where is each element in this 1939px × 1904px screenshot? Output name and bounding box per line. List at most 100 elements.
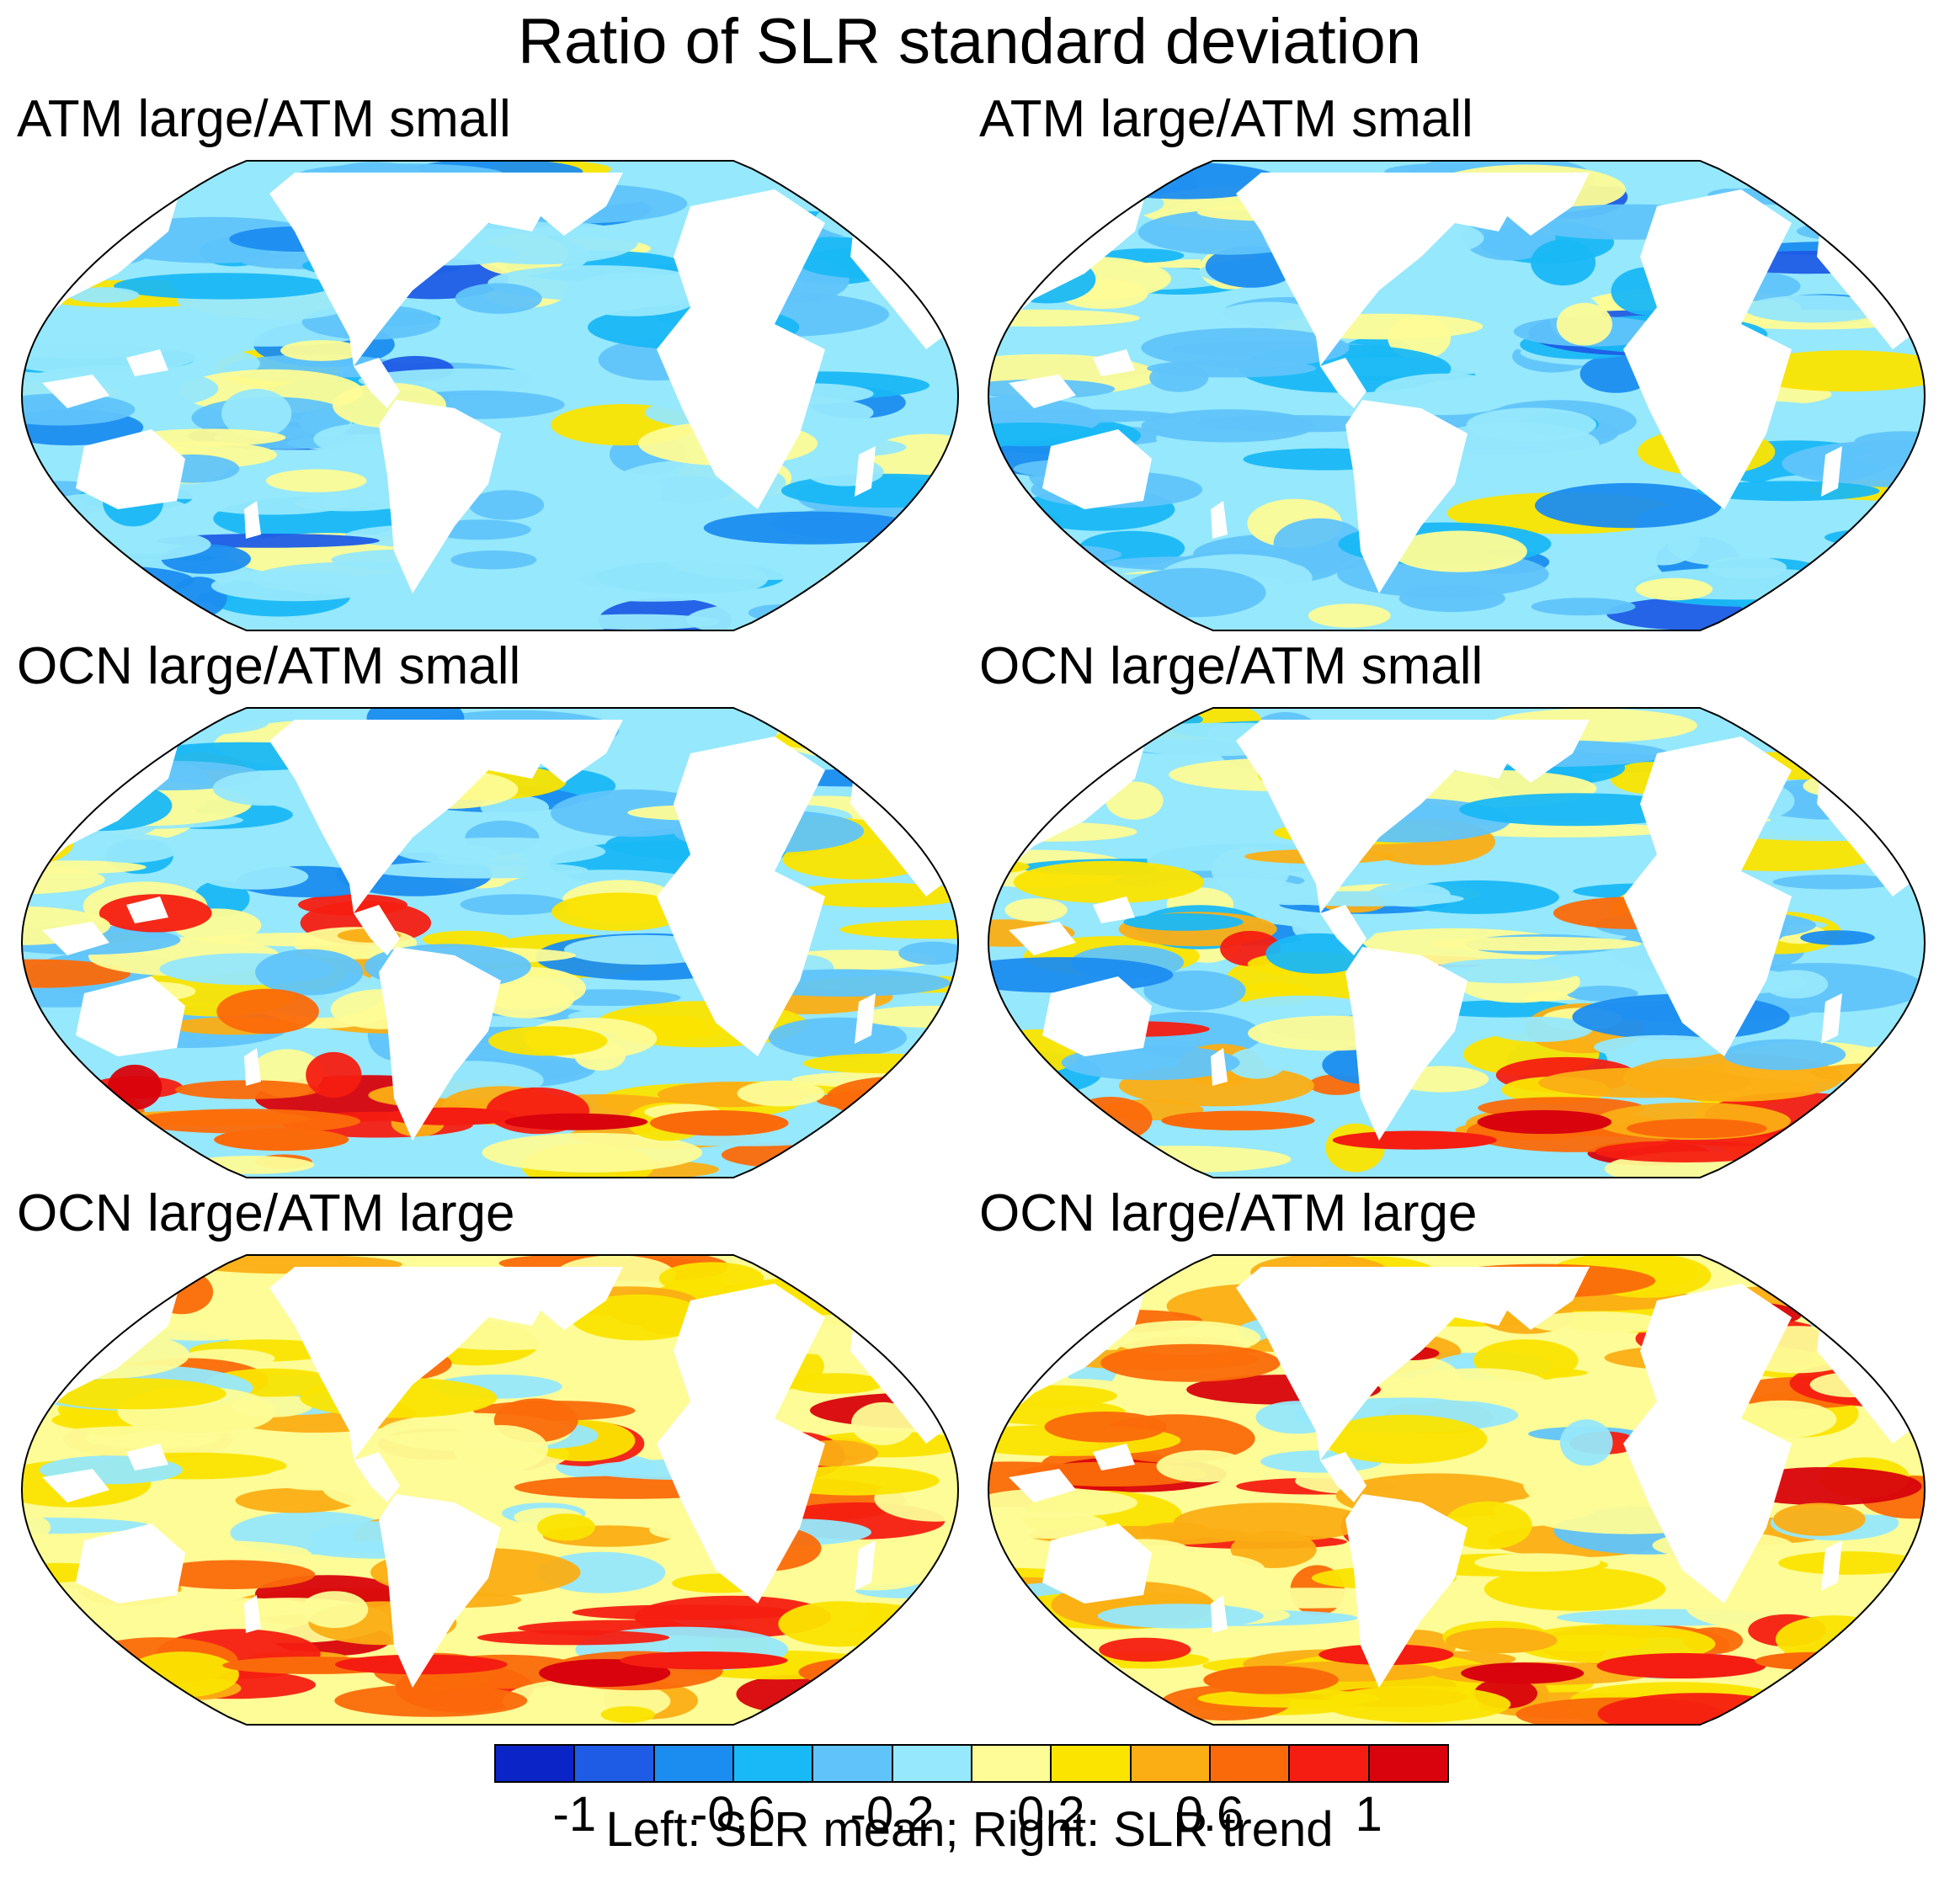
contour-patch: [791, 438, 907, 457]
contour-patch: [1004, 898, 1068, 923]
contour-patch: [808, 596, 936, 630]
colorbar-box: [812, 1744, 893, 1783]
contour-patch: [1040, 708, 1143, 740]
contour-patch: [988, 544, 1122, 565]
contour-patch: [1391, 530, 1527, 572]
contour-patch: [1763, 970, 1829, 999]
land-mask: [42, 1469, 109, 1502]
contour-patch: [1819, 730, 1925, 762]
colorbar-tick-label: -1: [552, 1787, 597, 1842]
contour-patch: [1594, 1034, 1730, 1060]
land-mask: [855, 446, 876, 497]
contour-patch: [1044, 1412, 1167, 1443]
land-mask: [1093, 896, 1135, 923]
contour-patch: [453, 1425, 548, 1473]
contour-patch: [553, 614, 721, 630]
land-mask: [657, 189, 825, 509]
contour-patch: [988, 612, 1168, 630]
colorbar-box: [573, 1744, 655, 1783]
contour-patch: [988, 1651, 1124, 1696]
map-panel-5: [20, 1254, 960, 1726]
contour-patch: [1120, 567, 1266, 618]
land-mask: [1320, 905, 1366, 955]
contour-patch: [212, 770, 318, 806]
contour-patch: [649, 1520, 706, 1540]
contour-patch: [1141, 1522, 1212, 1540]
contour-patch: [1778, 1551, 1920, 1575]
contour-patch: [787, 1373, 884, 1394]
contour-patch: [482, 1132, 703, 1173]
contour-patch: [828, 195, 940, 231]
colorbar: [494, 1744, 1449, 1784]
contour-patch: [757, 1255, 887, 1279]
contour-patch: [107, 1064, 162, 1110]
contour-patch: [114, 273, 333, 300]
contour-patch: [1373, 373, 1517, 416]
contour-patch: [301, 1591, 369, 1628]
map-panel-1: [20, 160, 960, 631]
colorbar-tick-label: 0.6: [1175, 1787, 1244, 1842]
contour-patch: [898, 941, 958, 965]
contour-patch: [434, 844, 498, 864]
land-mask: [657, 1284, 825, 1604]
contour-patch: [1061, 1045, 1240, 1081]
contour-patch: [22, 714, 199, 739]
contour-patch: [1477, 1109, 1612, 1135]
contour-patch: [703, 511, 920, 545]
contour-patch: [1388, 605, 1540, 630]
map-panel-4: [987, 707, 1926, 1178]
contour-patch: [837, 1704, 937, 1721]
land-mask: [1009, 922, 1076, 955]
contour-patch: [1895, 478, 1925, 501]
contour-patch: [991, 1511, 1107, 1539]
contour-patch: [1559, 1419, 1613, 1466]
land-mask: [1093, 1444, 1135, 1471]
contour-patch: [1538, 1067, 1751, 1098]
land-mask: [514, 173, 623, 236]
map-outline: [987, 160, 1926, 631]
contour-patch: [1097, 1604, 1264, 1629]
contour-patch: [1772, 875, 1899, 890]
contour-patch: [812, 1550, 935, 1591]
contour-patch: [22, 959, 131, 988]
map-outline: [20, 160, 960, 631]
contour-patch: [1141, 327, 1350, 368]
contour-patch: [809, 709, 958, 753]
contour-patch: [860, 594, 958, 630]
contour-patch: [737, 1080, 825, 1107]
contour-patch: [280, 340, 363, 361]
land-mask: [514, 720, 623, 783]
contour-patch: [152, 1598, 319, 1618]
contour-patch: [1430, 936, 1642, 951]
contour-patch: [988, 188, 1056, 231]
contour-patch: [1308, 604, 1391, 628]
contour-patch: [455, 283, 542, 314]
colorbar-box: [653, 1744, 734, 1783]
contour-patch: [798, 1657, 940, 1687]
contour-patch: [1800, 930, 1875, 945]
contour-patch: [539, 1658, 671, 1688]
contour-patch: [42, 1378, 226, 1410]
panel-title-3: OCN large/ATM small: [17, 637, 521, 695]
land-mask: [514, 1267, 623, 1330]
land-mask: [76, 1524, 185, 1604]
land-mask: [379, 1494, 501, 1688]
contour-patch: [185, 1156, 315, 1174]
colorbar-tick-label: 1: [1355, 1787, 1382, 1842]
contour-patch: [1858, 772, 1925, 823]
contour-patch: [1430, 958, 1582, 984]
land-mask: [1042, 429, 1152, 509]
land-mask: [1480, 720, 1590, 783]
land-mask: [244, 501, 261, 539]
contour-patch: [898, 1648, 958, 1696]
land-mask: [269, 173, 556, 366]
contour-patch: [1668, 527, 1771, 566]
contour-patch: [776, 711, 958, 761]
land-mask: [657, 737, 825, 1056]
land-mask: [855, 1540, 876, 1591]
contour-patch: [1800, 1130, 1925, 1150]
contour-patch: [1324, 1685, 1511, 1723]
land-mask: [379, 400, 501, 593]
contour-patch: [1883, 1088, 1925, 1132]
contour-patch: [22, 164, 224, 179]
